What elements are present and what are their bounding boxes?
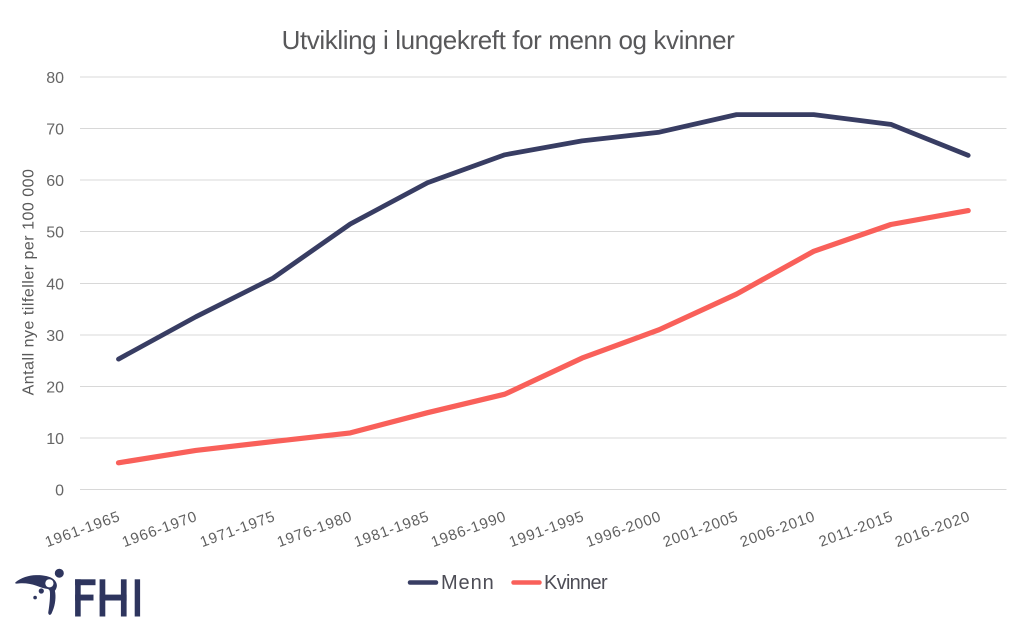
- svg-text:10: 10: [46, 431, 64, 448]
- svg-text:70: 70: [46, 121, 64, 138]
- svg-text:80: 80: [46, 70, 64, 87]
- svg-text:Menn: Menn: [441, 572, 495, 594]
- svg-text:Kvinner: Kvinner: [544, 572, 608, 594]
- svg-text:60: 60: [46, 173, 64, 190]
- svg-text:40: 40: [46, 276, 64, 293]
- svg-text:0: 0: [55, 482, 64, 499]
- svg-text:20: 20: [46, 379, 64, 396]
- svg-text:Antall nye tilfeller per 100 0: Antall nye tilfeller per 100 000: [21, 169, 38, 396]
- svg-text:30: 30: [46, 328, 64, 345]
- svg-text:Utvikling i lungekreft for men: Utvikling i lungekreft for menn og kvinn…: [282, 25, 736, 55]
- svg-text:50: 50: [46, 224, 64, 241]
